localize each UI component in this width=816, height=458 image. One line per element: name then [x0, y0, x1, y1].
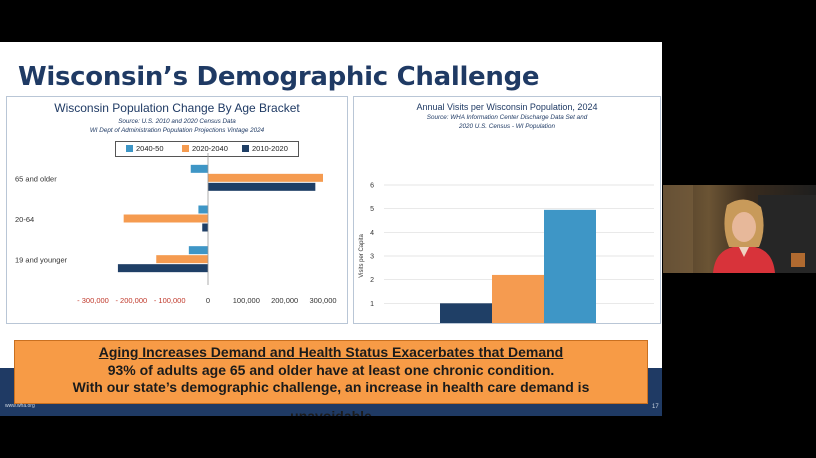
slide-title: Wisconsin’s Demographic Challenge	[18, 62, 540, 92]
bar-2010-2020	[208, 182, 316, 191]
bar-2020-2040	[156, 255, 208, 264]
page-number: 17	[652, 404, 659, 410]
callout-heading: Aging Increases Demand and Health Status…	[98, 344, 564, 360]
x-tick-label: 200,000	[271, 296, 298, 305]
bar-2010-2020	[117, 264, 208, 273]
bar-2020-2040	[208, 173, 323, 182]
x-tick-label: - 100,000	[154, 296, 186, 305]
y-tick-label: 5	[370, 206, 374, 213]
category-label: 20-64	[15, 215, 34, 224]
y-tick-label: 6	[370, 183, 374, 190]
bar-16-64	[492, 274, 544, 323]
bar-2040-50	[188, 246, 208, 255]
x-tick-label: 300,000	[309, 296, 336, 305]
left-chart-plot: 65 and older 20-64 19 and younger - 300,000…	[15, 153, 337, 305]
x-tick-label: 0	[206, 296, 210, 305]
callout-box: Aging Increases Demand and Health Status…	[14, 340, 648, 404]
bar-0-15	[440, 303, 492, 323]
y-tick-label: 3	[370, 254, 374, 261]
annual-visits-chart: Annual Visits per Wisconsin Population, …	[353, 96, 661, 324]
x-tick-label: 100,000	[233, 296, 260, 305]
callout-line-2: 93% of adults age 65 and older have at l…	[107, 361, 555, 378]
left-chart-legend: 2040-50 2020-2040 2010-2020	[115, 141, 299, 157]
presenter-video[interactable]	[663, 185, 816, 273]
legend-item-2010-2020: 2010-2020	[242, 144, 288, 153]
y-tick-label: 4	[370, 230, 374, 237]
category-label: 65 and older	[15, 174, 57, 183]
right-chart-source-2: 2020 U.S. Census - WI Population	[459, 123, 555, 130]
left-chart-source-1: Source: U.S. 2010 and 2020 Census Data	[118, 118, 236, 125]
right-chart-source-1: Source: WHA Information Center Discharge…	[426, 114, 588, 121]
bar-65 plus	[544, 209, 596, 323]
right-chart-plot: 0123456Visits per CapitaAge Goup0-1516-6…	[359, 183, 654, 323]
callout-line-3: With our state’s demographic challenge, …	[72, 379, 590, 395]
web-address: www.wha.org	[5, 403, 35, 409]
bar-2020-2040	[123, 214, 208, 223]
y-tick-label: 1	[370, 301, 374, 308]
bar-2040-50	[198, 205, 208, 214]
legend-item-2040-50: 2040-50	[126, 144, 164, 153]
category-label: 19 and younger	[15, 256, 68, 265]
left-chart-source-2: WI Dept of Administration Population Pro…	[89, 127, 265, 134]
bar-2010-2020	[202, 223, 208, 232]
left-chart-title: Wisconsin Population Change By Age Brack…	[54, 101, 300, 115]
y-axis-label: Visits per Capita	[359, 234, 365, 278]
x-tick-label: - 300,000	[77, 296, 109, 305]
x-tick-label: - 200,000	[115, 296, 147, 305]
population-change-chart: Wisconsin Population Change By Age Brack…	[6, 96, 348, 324]
y-tick-label: 2	[370, 277, 374, 284]
legend-item-2020-2040: 2020-2040	[182, 144, 228, 153]
right-chart-title: Annual Visits per Wisconsin Population, …	[416, 102, 598, 112]
presentation-slide: Wisconsin’s Demographic Challenge Wiscon…	[0, 42, 662, 416]
callout-overflow-line: unavoidable	[290, 408, 372, 416]
bar-2040-50	[190, 164, 208, 173]
presenter-avatar	[663, 185, 816, 273]
